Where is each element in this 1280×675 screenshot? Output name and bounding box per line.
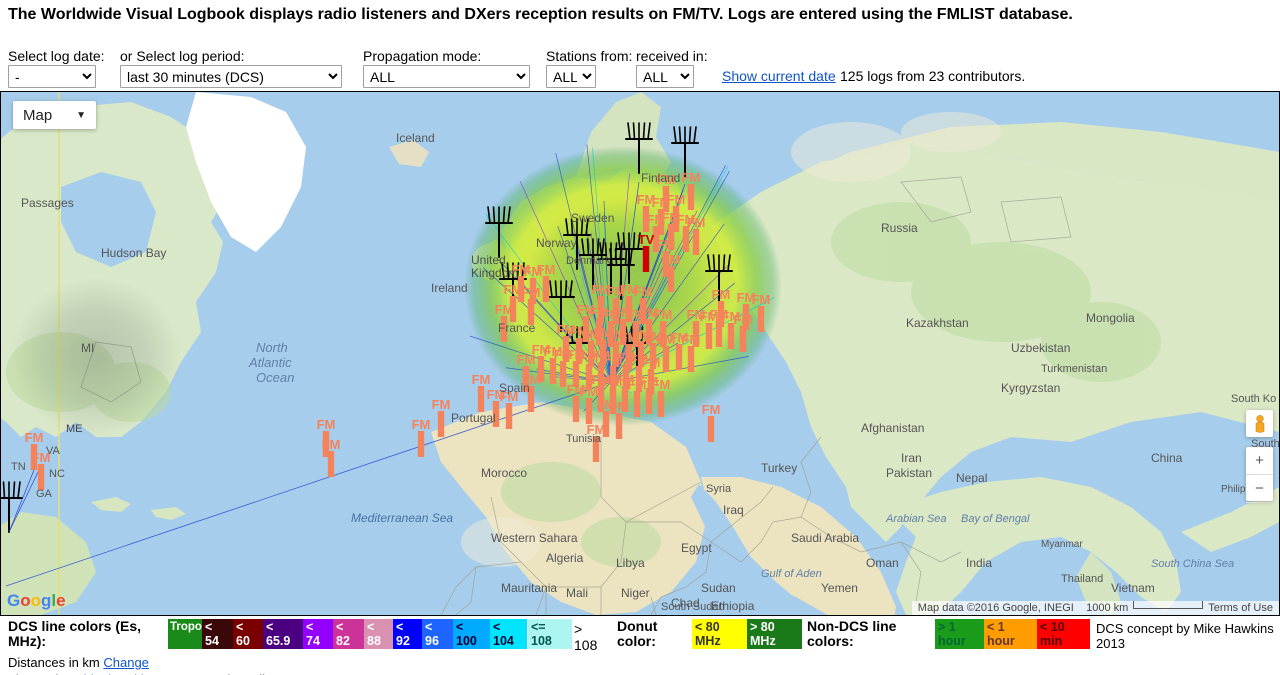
svg-text:Mongolia: Mongolia: [1086, 311, 1135, 325]
svg-text:FM: FM: [667, 192, 686, 207]
svg-text:China: China: [1151, 451, 1183, 465]
svg-text:FM: FM: [322, 437, 341, 452]
svg-text:Sweden: Sweden: [571, 211, 614, 225]
svg-text:TV: TV: [638, 232, 655, 247]
svg-text:FM: FM: [712, 287, 731, 302]
svg-text:Kazakhstan: Kazakhstan: [906, 316, 969, 330]
svg-text:South Ko: South Ko: [1231, 393, 1276, 405]
svg-text:Syria: Syria: [706, 483, 732, 495]
svg-text:Hudson Bay: Hudson Bay: [101, 246, 166, 260]
svg-text:FM: FM: [642, 355, 661, 370]
svg-text:Tunisia: Tunisia: [566, 433, 602, 445]
svg-text:FM: FM: [580, 384, 599, 399]
svg-text:Passages: Passages: [21, 196, 74, 210]
svg-text:Egypt: Egypt: [681, 541, 712, 555]
svg-text:MI: MI: [81, 341, 94, 355]
svg-text:Oman: Oman: [866, 556, 899, 570]
svg-text:Afghanistan: Afghanistan: [861, 421, 924, 435]
svg-text:Uzbekistan: Uzbekistan: [1011, 341, 1070, 355]
svg-text:Mali: Mali: [566, 586, 588, 600]
svg-text:Atlantic: Atlantic: [248, 355, 292, 370]
svg-text:VA: VA: [46, 445, 61, 457]
svg-text:Bay of Bengal: Bay of Bengal: [961, 513, 1030, 525]
svg-text:FM: FM: [317, 417, 336, 432]
svg-text:NC: NC: [49, 468, 65, 480]
svg-text:Ethiopia: Ethiopia: [711, 599, 755, 613]
svg-text:Morocco: Morocco: [481, 466, 527, 480]
svg-text:Turkey: Turkey: [761, 461, 797, 475]
svg-text:Kingdom: Kingdom: [471, 266, 518, 280]
svg-text:Nepal: Nepal: [956, 471, 987, 485]
svg-text:Iceland: Iceland: [396, 131, 435, 145]
svg-text:Ocean: Ocean: [256, 370, 294, 385]
svg-text:FM: FM: [517, 352, 536, 367]
svg-text:FM: FM: [752, 292, 771, 307]
svg-text:FM: FM: [652, 377, 671, 392]
svg-text:Myanmar: Myanmar: [1041, 539, 1083, 550]
svg-text:FM: FM: [687, 215, 706, 230]
svg-text:Finland: Finland: [641, 171, 680, 185]
svg-text:FM: FM: [702, 402, 721, 417]
svg-text:Kyrgyzstan: Kyrgyzstan: [1001, 381, 1060, 395]
svg-text:Turkmenistan: Turkmenistan: [1041, 363, 1107, 375]
svg-text:FM: FM: [504, 282, 523, 297]
svg-text:FM: FM: [537, 262, 556, 277]
svg-text:South China Sea: South China Sea: [1151, 558, 1234, 570]
svg-text:Iraq: Iraq: [723, 503, 744, 517]
svg-text:Russia: Russia: [881, 221, 918, 235]
svg-text:Niger: Niger: [621, 586, 650, 600]
svg-text:Yemen: Yemen: [821, 581, 858, 595]
svg-text:Algeria: Algeria: [546, 551, 584, 565]
svg-text:FM: FM: [495, 302, 514, 317]
svg-text:FM: FM: [634, 284, 653, 299]
svg-text:North: North: [256, 340, 288, 355]
svg-text:India: India: [966, 556, 992, 570]
svg-text:TN: TN: [11, 461, 26, 473]
svg-text:FM: FM: [610, 399, 629, 414]
svg-text:Arabian Sea: Arabian Sea: [885, 513, 947, 525]
svg-text:Iran: Iran: [901, 451, 922, 465]
svg-text:Mauritania: Mauritania: [501, 581, 557, 595]
svg-text:Spain: Spain: [499, 381, 530, 395]
svg-text:Sudan: Sudan: [701, 581, 736, 595]
svg-text:Libya: Libya: [616, 556, 645, 570]
svg-text:France: France: [498, 321, 536, 335]
svg-text:FM: FM: [25, 430, 44, 445]
svg-text:Western Sahara: Western Sahara: [491, 531, 578, 545]
svg-text:FM: FM: [472, 372, 491, 387]
svg-text:Gulf of Aden: Gulf of Aden: [761, 568, 822, 580]
svg-text:GA: GA: [36, 488, 53, 500]
svg-text:Denmark: Denmark: [566, 255, 611, 267]
svg-text:FM: FM: [734, 312, 753, 327]
svg-text:FM: FM: [662, 252, 681, 267]
svg-text:Mediterranean Sea: Mediterranean Sea: [351, 511, 453, 525]
svg-text:United: United: [471, 253, 506, 267]
svg-text:ME: ME: [66, 423, 83, 435]
svg-text:FM: FM: [654, 307, 673, 322]
svg-text:FM: FM: [522, 285, 541, 300]
svg-text:Norway: Norway: [536, 236, 577, 250]
svg-text:Portugal: Portugal: [451, 411, 496, 425]
svg-text:FM: FM: [412, 417, 431, 432]
svg-text:FM: FM: [682, 170, 701, 185]
svg-text:Saudi Arabia: Saudi Arabia: [791, 531, 859, 545]
svg-text:FM: FM: [432, 397, 451, 412]
svg-text:Vietnam: Vietnam: [1111, 581, 1155, 595]
svg-text:Thailand: Thailand: [1061, 573, 1103, 585]
svg-text:FM: FM: [682, 332, 701, 347]
svg-text:FM: FM: [657, 237, 676, 252]
svg-text:Ireland: Ireland: [431, 281, 468, 295]
svg-text:Pakistan: Pakistan: [886, 466, 932, 480]
